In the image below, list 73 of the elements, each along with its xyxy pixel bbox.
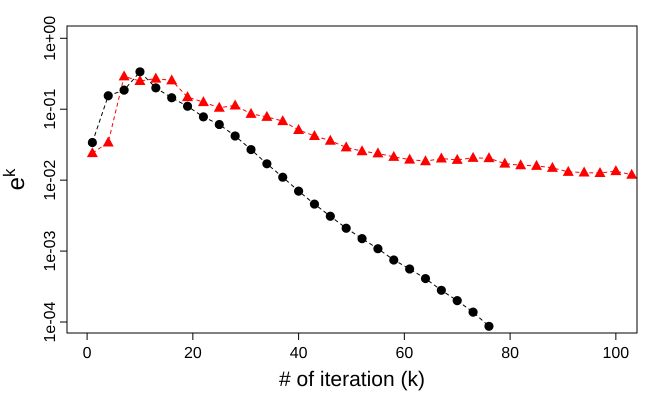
point [420, 155, 431, 166]
x-tick-label: 0 [82, 345, 92, 362]
point [420, 274, 430, 284]
point [150, 72, 162, 83]
y-tick-label: 1e-02 [42, 160, 59, 201]
point [531, 160, 542, 170]
point [373, 244, 383, 254]
x-tick-label: 60 [395, 345, 414, 362]
point [594, 167, 606, 178]
point [151, 83, 160, 92]
point [293, 124, 304, 134]
point [468, 307, 478, 317]
point [118, 70, 130, 80]
point [214, 120, 224, 130]
point [436, 286, 446, 295]
point [88, 138, 97, 148]
point [261, 110, 272, 121]
x-tick-label: 20 [184, 345, 202, 362]
y-tick-label: 1e-03 [42, 230, 59, 272]
point [86, 147, 98, 158]
point [262, 159, 272, 168]
point [468, 152, 479, 162]
point [102, 136, 114, 146]
point [230, 131, 240, 141]
point [356, 145, 368, 156]
x-tick-label: 40 [290, 345, 308, 362]
point [120, 86, 129, 95]
y-tick-label: 1e+00 [42, 16, 59, 61]
point [277, 115, 288, 126]
point [135, 67, 145, 76]
x-axis-title: # of iteration (k) [279, 368, 425, 391]
point [357, 234, 367, 244]
point [246, 108, 257, 118]
point [166, 74, 178, 84]
point [278, 172, 288, 182]
point [182, 91, 194, 102]
y-tick-label: 1e-04 [42, 301, 59, 342]
point [404, 154, 416, 164]
point [484, 322, 494, 331]
point [626, 168, 637, 179]
point [340, 141, 352, 152]
point [342, 224, 351, 233]
point [326, 212, 335, 221]
point [104, 91, 113, 100]
point [452, 154, 463, 164]
point [372, 147, 384, 158]
point [198, 112, 208, 122]
point [198, 96, 209, 106]
point [324, 134, 336, 145]
point [214, 102, 225, 112]
point [388, 150, 400, 161]
point [562, 166, 574, 176]
point [546, 162, 558, 172]
x-tick-label: 100 [602, 345, 630, 362]
point [436, 152, 447, 162]
point [578, 166, 590, 177]
point [308, 130, 320, 140]
y-tick-label: 1e-01 [42, 88, 59, 130]
x-tick-label: 80 [501, 345, 520, 362]
point [134, 74, 146, 85]
point [182, 102, 192, 111]
point [610, 165, 622, 176]
point [499, 158, 510, 168]
point [167, 93, 176, 102]
point [515, 159, 526, 170]
point [230, 99, 241, 110]
point [389, 255, 398, 265]
point [405, 264, 414, 274]
point [246, 144, 256, 154]
point [294, 186, 304, 196]
point [310, 199, 320, 209]
point [483, 152, 494, 162]
point [452, 296, 462, 306]
